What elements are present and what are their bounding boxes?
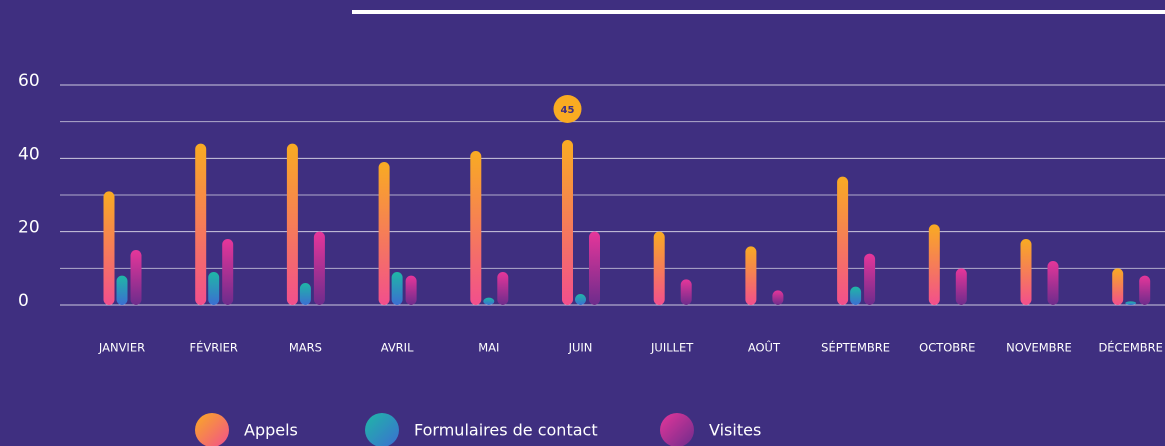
bar [130,250,142,305]
bar [1139,275,1151,305]
bar [299,283,311,305]
bar [286,143,298,305]
x-tick-label: DÉCEMBRE [1098,340,1163,355]
bar [195,143,207,305]
y-tick-label: 0 [18,291,29,311]
x-tick-label: JUIN [568,341,593,355]
bar [116,275,128,305]
bar [1020,239,1032,305]
bar [653,231,665,305]
bar [405,275,417,305]
value-bubble [553,95,582,123]
bar [850,286,862,305]
bar [313,231,325,305]
bar [391,272,403,305]
bar [680,279,692,305]
bar [222,239,234,305]
bar [483,297,495,305]
x-tick-label: SÉPTEMBRE [821,340,890,355]
legend-label: Appels [244,421,298,440]
bar [497,272,509,305]
x-tick-label: MAI [478,341,499,355]
bar [562,140,573,305]
x-tick-label: FÉVRIER [190,340,238,355]
bar [103,191,115,305]
bar [470,151,482,305]
x-tick-label: MARS [289,341,322,355]
x-tick-label: AOÛT [748,340,781,355]
legend-swatch [660,413,694,446]
x-tick-label: JANVIER [98,341,145,355]
bar [955,268,967,305]
bar [745,246,757,305]
legend-label: Visites [709,421,761,440]
bar [378,162,390,305]
x-tick-label: AVRIL [381,341,414,355]
bar [928,224,940,305]
x-tick-label: OCTOBRE [919,341,975,355]
bar [1112,268,1124,305]
bar [1125,301,1137,305]
legend-swatch [365,413,399,446]
bar [589,231,600,305]
header-rule [352,10,1165,14]
y-tick-label: 20 [18,218,40,238]
bar [837,176,849,305]
value-label: 45 [561,105,575,116]
bar [772,290,784,305]
x-tick-label: JUILLET [650,341,694,355]
x-tick-label: NOVEMBRE [1006,341,1072,355]
y-tick-label: 60 [18,71,40,91]
y-tick-label: 40 [18,144,40,164]
legend-label: Formulaires de contact [414,421,598,440]
bar [575,294,586,305]
bar [864,253,876,305]
legend-swatch [195,413,229,446]
bar [208,272,220,305]
bar [1047,261,1059,305]
